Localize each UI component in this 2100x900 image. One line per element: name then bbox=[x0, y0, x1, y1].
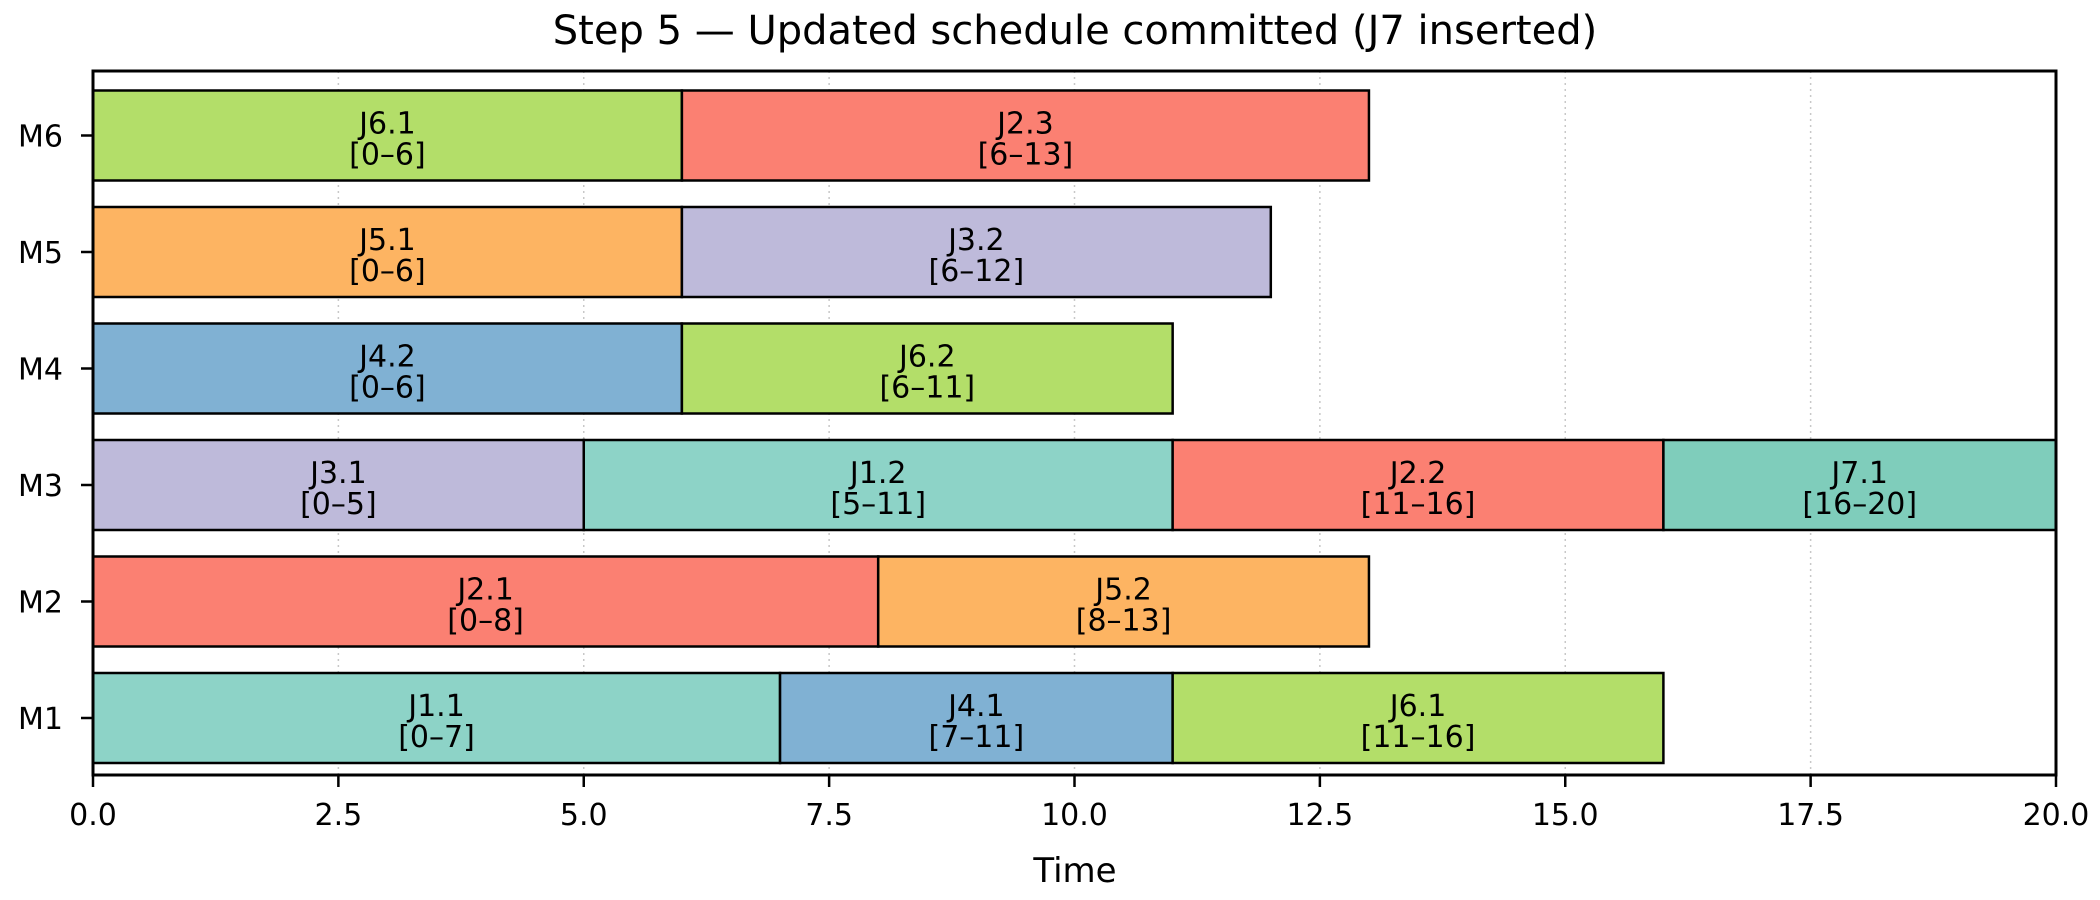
bar-time-range: [6–11] bbox=[879, 371, 975, 406]
bar-op-label: J4.2 bbox=[357, 340, 416, 375]
bar-op-label: J3.1 bbox=[308, 456, 367, 491]
y-tick-label: M6 bbox=[18, 120, 63, 155]
bar-time-range: [7–11] bbox=[929, 720, 1025, 755]
bar-m3-j3-1 bbox=[91, 438, 585, 532]
bar-time-range: [0–6] bbox=[349, 254, 426, 289]
bar-time-range: [6–12] bbox=[929, 254, 1025, 289]
x-tick-label: 20.0 bbox=[2023, 798, 2090, 833]
bar-time-range: [11–16] bbox=[1361, 487, 1476, 522]
bar-time-range: [5–11] bbox=[830, 487, 926, 522]
bar-m3-j2-2 bbox=[1171, 438, 1665, 532]
bar-time-range: [0–7] bbox=[398, 720, 475, 755]
bar-op-label: J6.1 bbox=[1388, 689, 1447, 724]
x-axis-label: Time bbox=[1032, 851, 1116, 891]
y-tick-label: M1 bbox=[18, 702, 63, 737]
bar-time-range: [11–16] bbox=[1361, 720, 1476, 755]
bar-op-label: J6.1 bbox=[357, 107, 416, 142]
bar-op-label: J2.1 bbox=[455, 573, 514, 608]
bar-time-range: [0–6] bbox=[349, 371, 426, 406]
bar-time-range: [6–13] bbox=[978, 138, 1074, 173]
y-tick-label: M2 bbox=[18, 586, 63, 621]
bar-m3-j7-1 bbox=[1662, 438, 2058, 532]
bar-op-label: J4.1 bbox=[946, 689, 1005, 724]
bar-time-range: [8–13] bbox=[1076, 604, 1172, 639]
x-tick-label: 10.0 bbox=[1041, 798, 1108, 833]
bar-op-label: J1.1 bbox=[406, 689, 465, 724]
bar-m3-j1-2 bbox=[582, 438, 1174, 532]
bar-time-range: [0–8] bbox=[447, 604, 524, 639]
bar-op-label: J1.2 bbox=[848, 456, 907, 491]
bar-op-label: J3.2 bbox=[946, 223, 1005, 258]
bar-time-range: [16–20] bbox=[1802, 487, 1917, 522]
x-tick-label: 7.5 bbox=[805, 798, 853, 833]
bar-op-label: J7.1 bbox=[1829, 456, 1888, 491]
bar-op-label: J5.2 bbox=[1093, 573, 1152, 608]
bar-m4-j4-2 bbox=[91, 322, 684, 415]
bar-m5-j5-1 bbox=[91, 205, 684, 299]
bar-m2-j5-2 bbox=[876, 555, 1371, 648]
y-tick-label: M5 bbox=[18, 236, 63, 271]
bar-m6-j2-3 bbox=[680, 89, 1371, 182]
bar-m1-j1-1 bbox=[91, 671, 782, 765]
x-tick-label: 0.0 bbox=[69, 798, 117, 833]
x-tick-label: 5.0 bbox=[560, 798, 608, 833]
chart-title: Step 5 — Updated schedule committed (J7 … bbox=[553, 8, 1597, 54]
x-tick-label: 15.0 bbox=[1532, 798, 1599, 833]
x-tick-label: 17.5 bbox=[1777, 798, 1844, 833]
bar-op-label: J2.3 bbox=[995, 107, 1054, 142]
bar-time-range: [0–6] bbox=[349, 138, 426, 173]
bar-time-range: [0–5] bbox=[300, 487, 377, 522]
y-tick-label: M4 bbox=[18, 353, 63, 388]
bar-m1-j6-1 bbox=[1171, 671, 1665, 765]
bar-op-label: J5.1 bbox=[357, 223, 416, 258]
bar-m5-j3-2 bbox=[680, 205, 1273, 299]
bar-op-label: J2.2 bbox=[1388, 456, 1447, 491]
bar-m2-j2-1 bbox=[91, 555, 880, 648]
bar-op-label: J6.2 bbox=[897, 340, 956, 375]
x-tick-label: 12.5 bbox=[1286, 798, 1353, 833]
x-tick-label: 2.5 bbox=[315, 798, 363, 833]
bars: J1.1[0–7]J4.1[7–11]J6.1[11–16]J2.1[0–8]J… bbox=[91, 89, 2058, 765]
axes: 0.0 2.5 5.0 7.5 10.0 12.5 15.0 17.5 20.0 M1 M2 M3 M4… bbox=[18, 120, 2089, 834]
bar-m4-j6-2 bbox=[680, 322, 1174, 415]
y-tick-label: M3 bbox=[18, 469, 63, 504]
